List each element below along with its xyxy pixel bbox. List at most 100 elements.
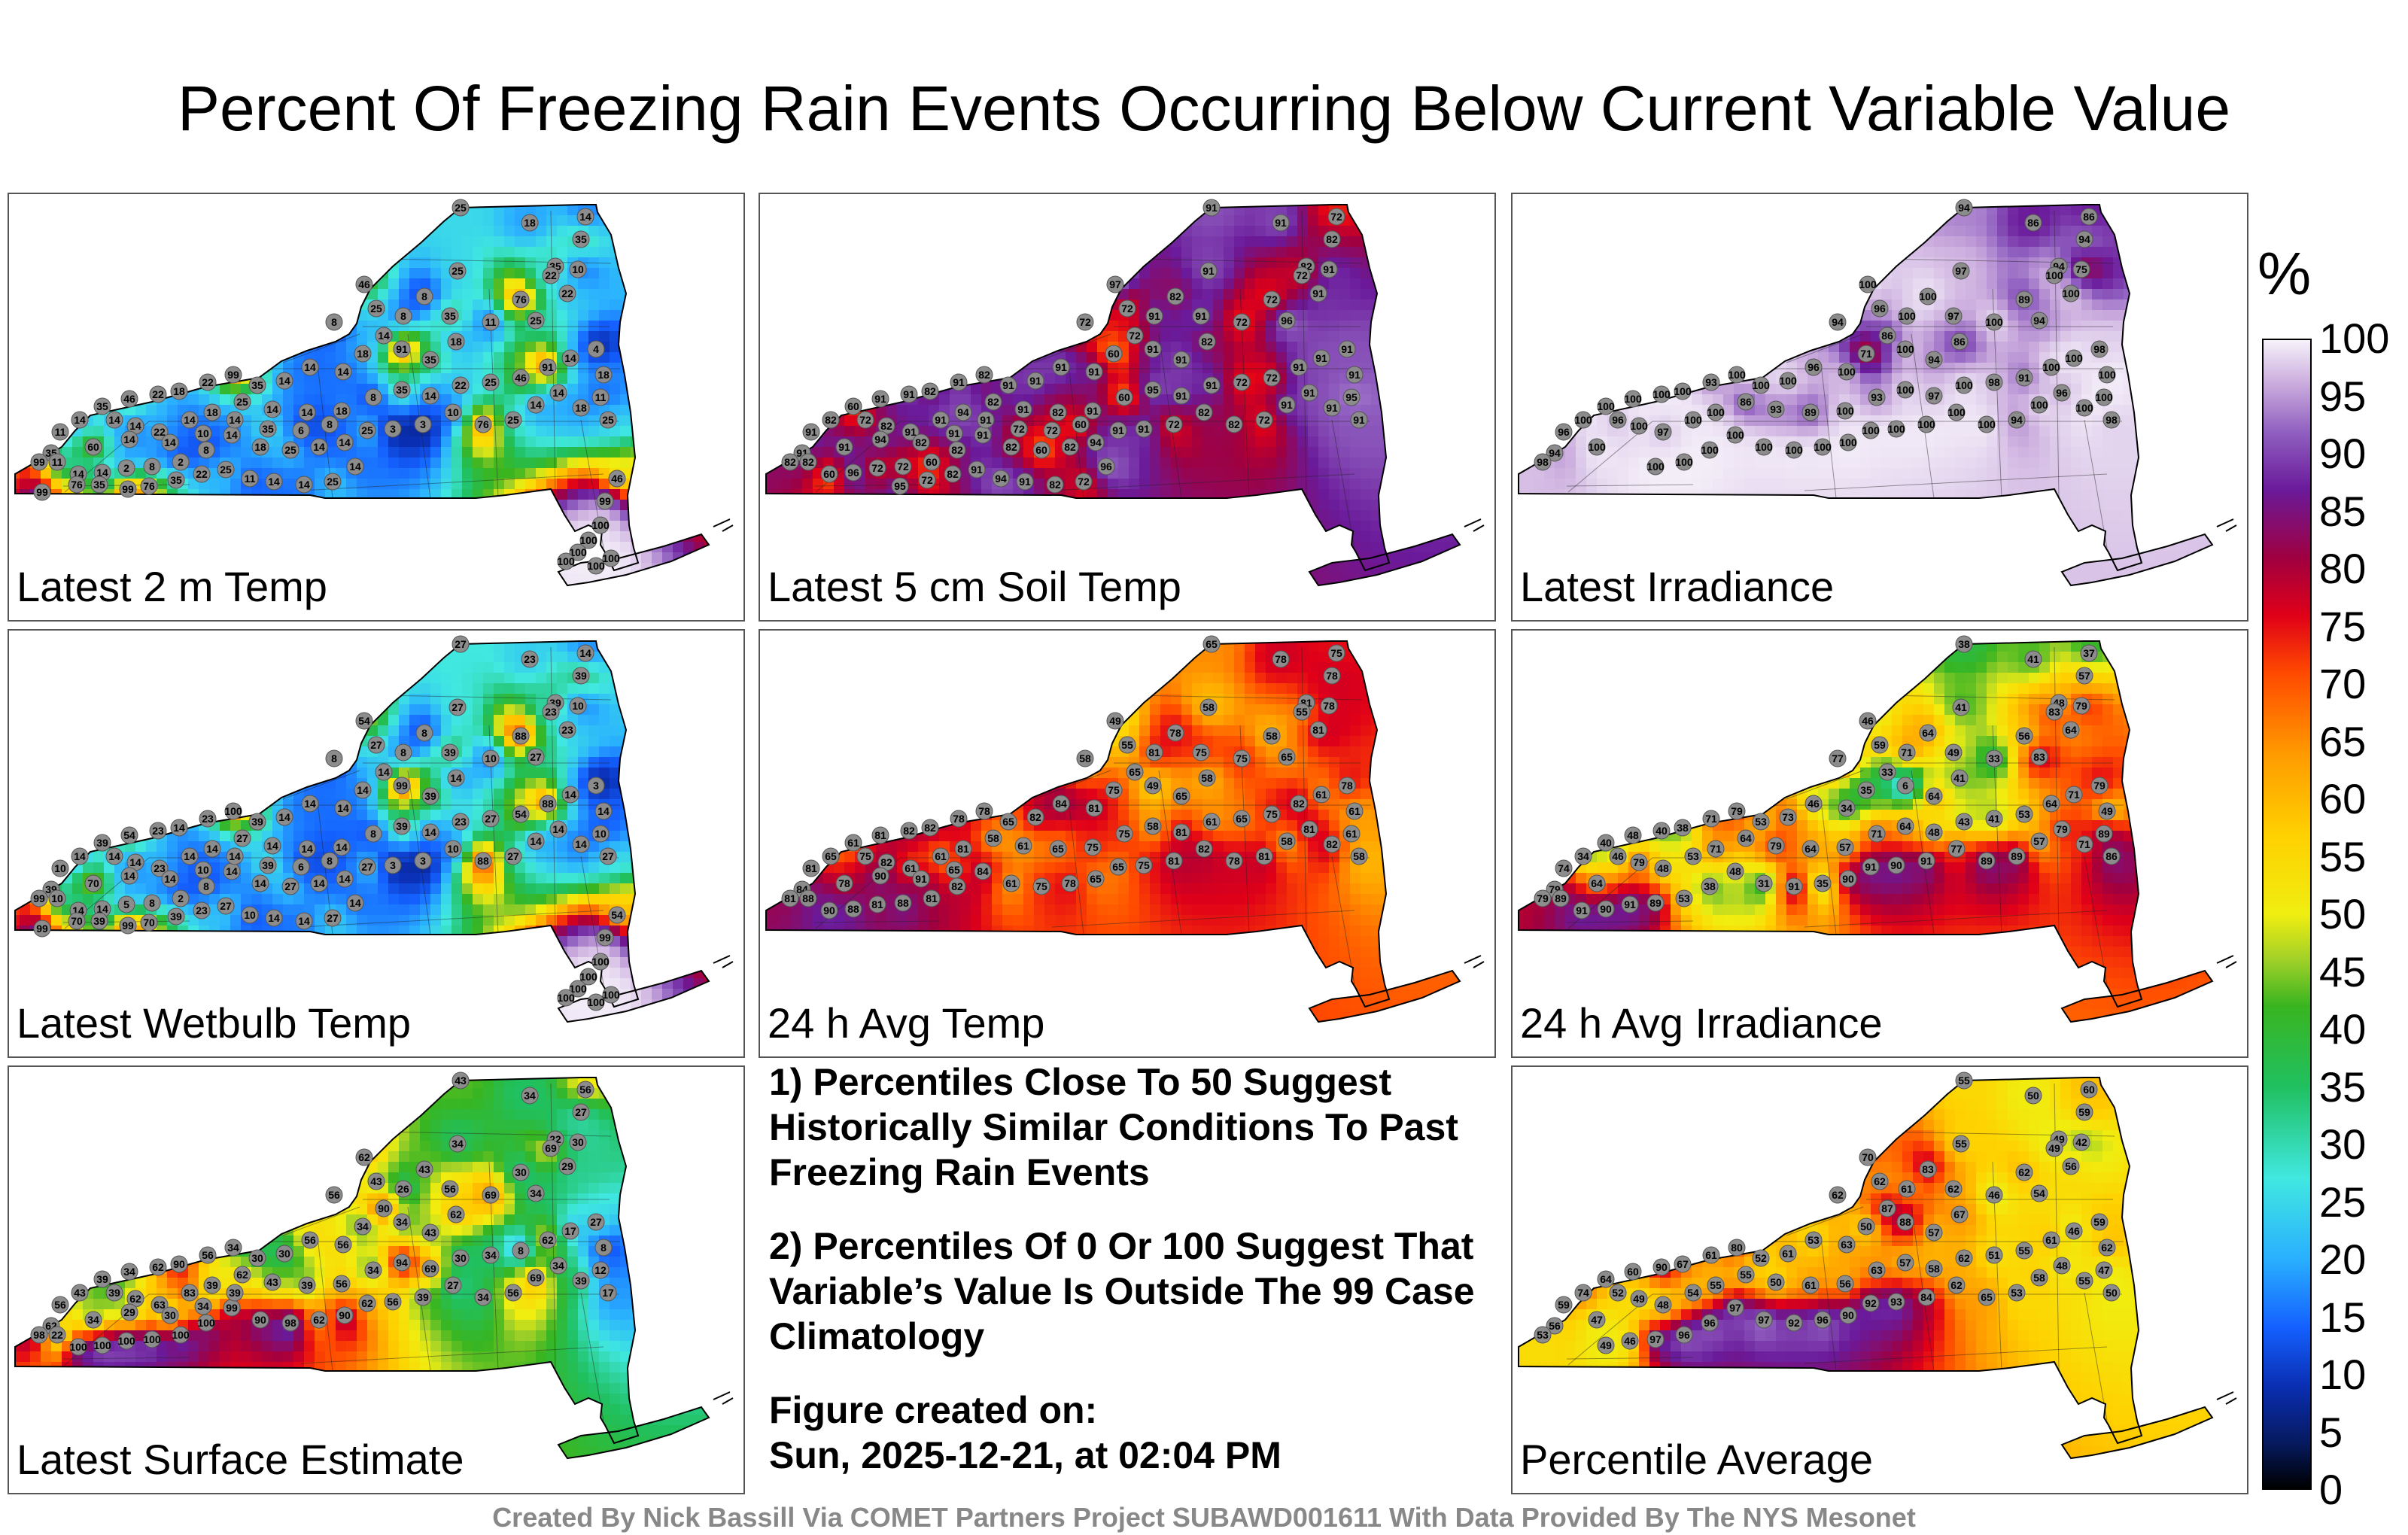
station-marker: 14 xyxy=(226,847,244,865)
station-marker: 57 xyxy=(1925,1223,1943,1242)
colorbar-tick: 30 xyxy=(2319,1123,2366,1166)
station-marker: 91 xyxy=(835,438,853,456)
svg-text:14: 14 xyxy=(424,390,436,402)
station-marker: 58 xyxy=(2030,1269,2048,1287)
station-marker: 96 xyxy=(1609,411,1627,429)
svg-text:76: 76 xyxy=(143,480,155,492)
station-marker: 14 xyxy=(561,786,579,804)
station-marker: 86 xyxy=(2102,847,2121,865)
station-marker: 65 xyxy=(1109,858,1127,876)
state-outline xyxy=(1518,204,2143,572)
station-marker: 74 xyxy=(1574,1284,1592,1302)
station-marker: 60 xyxy=(844,397,862,415)
station-marker: 48 xyxy=(1925,823,1943,841)
map-panel-latest-5cm-soil-temp: 91 91 72 82 82 91 97 72 72 91 82 91 72 72 91 91 96 72 82 91… xyxy=(759,193,1496,622)
station-marker: 100 xyxy=(1785,441,1803,459)
station-marker: 35 xyxy=(1857,781,1875,799)
station-marker: 91 xyxy=(1172,387,1190,405)
station-marker: 100 xyxy=(557,989,575,1007)
station-marker: 39 xyxy=(259,856,277,874)
station-marker: 99 xyxy=(30,889,48,907)
station-marker: 82 xyxy=(900,822,918,840)
station-marker: 34 xyxy=(448,1135,467,1153)
station-marker: 82 xyxy=(1166,287,1184,305)
station-marker: 27 xyxy=(281,877,299,895)
svg-text:14: 14 xyxy=(313,441,325,453)
station-marker: 8 xyxy=(394,743,412,761)
svg-text:22: 22 xyxy=(545,269,557,281)
station-marker: 82 xyxy=(984,393,1002,411)
station-marker: 76 xyxy=(512,290,530,309)
station-marker: 14 xyxy=(576,644,594,662)
station-marker: 29 xyxy=(120,1303,138,1321)
station-marker: 72 xyxy=(1255,411,1273,429)
svg-text:35: 35 xyxy=(93,479,105,491)
station-marker: 49 xyxy=(2098,802,2116,820)
station-marker: 34 xyxy=(194,1297,212,1315)
svg-text:99: 99 xyxy=(227,369,239,381)
station-marker: 90 xyxy=(251,1311,269,1329)
station-marker: 72 xyxy=(1043,421,1061,439)
station-marker: 82 xyxy=(877,417,895,435)
station-marker: 34 xyxy=(120,1263,138,1281)
station-marker: 64 xyxy=(1925,787,1943,805)
svg-text:100: 100 xyxy=(579,534,597,546)
station-marker: 14 xyxy=(561,349,579,367)
station-marker: 91 xyxy=(1621,895,1639,913)
svg-text:76: 76 xyxy=(71,479,83,491)
station-marker: 8 xyxy=(321,852,339,870)
station-marker: 70 xyxy=(140,913,158,932)
station-marker: 76 xyxy=(474,415,492,433)
station-marker: 90 xyxy=(1887,856,1905,874)
station-marker: 88 xyxy=(539,795,557,813)
svg-text:76: 76 xyxy=(477,418,489,430)
station-marker: 72 xyxy=(1076,313,1094,331)
station-marker: 91 xyxy=(974,426,992,444)
station-marker: 23 xyxy=(193,901,211,919)
station-marker: 82 xyxy=(948,877,966,895)
station-marker: 100 xyxy=(587,557,605,575)
station-marker: 78 xyxy=(835,874,853,892)
station-marker: 14 xyxy=(346,894,364,912)
station-marker: 8 xyxy=(415,287,433,305)
svg-text:22: 22 xyxy=(154,426,166,438)
svg-text:25: 25 xyxy=(370,302,382,315)
svg-text:8: 8 xyxy=(203,444,209,456)
station-marker: 79 xyxy=(1630,853,1648,871)
station-marker: 48 xyxy=(1726,862,1744,880)
station-marker: 27 xyxy=(217,897,235,915)
station-marker: 75 xyxy=(1135,856,1153,874)
station-marker: 22 xyxy=(199,373,217,391)
station-marker: 39 xyxy=(90,912,108,930)
station-marker: 94 xyxy=(2030,312,2048,330)
station-marker: 14 xyxy=(161,433,179,451)
station-marker: 75 xyxy=(1105,781,1123,799)
svg-text:25: 25 xyxy=(451,265,464,277)
svg-text:10: 10 xyxy=(197,427,209,439)
station-marker: 100 xyxy=(602,549,620,567)
station-marker: 67 xyxy=(1674,1255,1692,1273)
station-marker: 8 xyxy=(415,724,433,742)
station-marker: 39 xyxy=(393,817,411,835)
colorbar-tick: 15 xyxy=(2319,1296,2366,1339)
station-marker: 91 xyxy=(1172,351,1190,369)
station-marker: 43 xyxy=(367,1172,385,1190)
station-marker: 39 xyxy=(226,1284,244,1302)
station-marker: 77 xyxy=(1829,749,1847,768)
station-marker: 18 xyxy=(251,438,269,456)
station-marker: 83 xyxy=(1919,1160,1937,1178)
svg-text:18: 18 xyxy=(575,402,587,414)
station-marker: 35 xyxy=(572,230,590,248)
station-marker: 90 xyxy=(1839,870,1857,888)
panel-label-percentile-average: Percentile Average xyxy=(1520,1435,1873,1484)
svg-text:14: 14 xyxy=(129,420,141,432)
station-marker: 23 xyxy=(451,813,470,831)
station-marker: 27 xyxy=(504,847,522,865)
station-marker: 100 xyxy=(2030,396,2048,414)
station-marker: 71 xyxy=(1857,345,1875,363)
station-marker: 95 xyxy=(1342,388,1361,406)
station-marker: 100 xyxy=(143,1330,161,1348)
station-marker: 27 xyxy=(448,698,467,716)
station-marker: 14 xyxy=(375,763,393,781)
station-marker: 98 xyxy=(2102,411,2121,429)
